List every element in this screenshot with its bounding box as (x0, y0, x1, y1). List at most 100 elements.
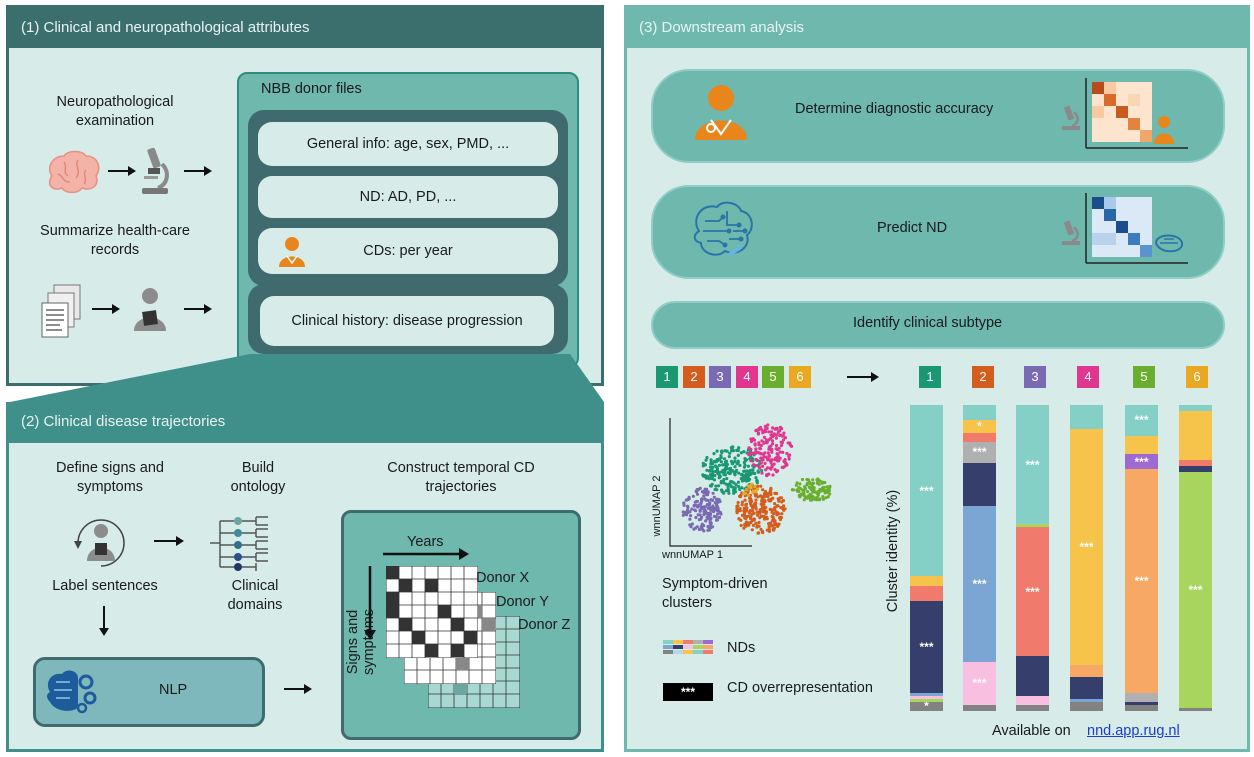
umap-point (740, 503, 744, 507)
umap-point (718, 499, 722, 504)
umap-point (740, 513, 745, 517)
umap-point (685, 513, 689, 517)
bar-segment (963, 441, 996, 464)
umap-point (755, 428, 759, 432)
umap-point (821, 495, 825, 499)
umap-point (798, 495, 802, 499)
donor-files-title: NBB donor files (261, 81, 362, 97)
arrow-icon (284, 684, 312, 694)
umap-point (827, 487, 831, 491)
bar-segment (1070, 665, 1103, 678)
umap-point (776, 524, 780, 528)
umap-point (701, 461, 705, 465)
umap-point (686, 505, 690, 509)
cluster-badge-left-6: 6 (789, 366, 811, 388)
umap-point (754, 463, 758, 468)
umap-point (798, 482, 802, 486)
umap-point (708, 511, 712, 516)
umap-point (800, 477, 805, 482)
umap-point (760, 499, 764, 503)
umap-point (754, 494, 758, 498)
umap-point (749, 514, 753, 518)
umap-point (728, 466, 733, 470)
umap-point (733, 465, 737, 469)
umap-point (748, 477, 752, 481)
umap-point (770, 430, 774, 434)
person-reading-icon (134, 288, 166, 331)
umap-point (777, 446, 781, 450)
umap-point (727, 489, 731, 493)
umap-point (758, 447, 763, 451)
umap-point (717, 515, 722, 519)
umap-point (764, 468, 768, 472)
umap-point (744, 517, 748, 521)
umap-point (769, 461, 773, 465)
umap-point (828, 492, 832, 496)
bar-segment (963, 432, 996, 442)
umap-point (771, 496, 775, 500)
umap-point (820, 480, 824, 484)
umap-point (718, 511, 722, 515)
umap-point (705, 468, 709, 472)
umap-point (737, 485, 741, 489)
brain-icon (48, 150, 100, 194)
overrepresentation-label: *** (972, 676, 987, 691)
umap-point (746, 484, 750, 488)
bar-segment (910, 405, 943, 577)
umap-point (759, 514, 763, 518)
bar-segment (1179, 405, 1212, 412)
umap-point (713, 487, 717, 492)
umap-point (715, 467, 720, 471)
umap-point (690, 522, 694, 526)
umap-point (757, 520, 761, 525)
umap-axes (669, 418, 752, 547)
umap-point (797, 489, 801, 493)
umap-point (712, 452, 716, 456)
umap-point (779, 505, 783, 510)
umap-point (721, 480, 725, 484)
bar-cluster-3: *** *** (1016, 405, 1049, 711)
umap-point (773, 506, 777, 510)
umap-y-label: wnnUMAP 2 (651, 475, 663, 537)
arrow-down-icon (99, 606, 109, 636)
umap-point (695, 525, 699, 529)
umap-point (778, 450, 782, 454)
umap-point (700, 499, 704, 503)
bar-segment (1125, 405, 1158, 436)
bar-segment (910, 576, 943, 586)
umap-point (809, 488, 814, 492)
cds-box: CDs: per year (258, 228, 558, 274)
overrepresentation-label: *** (1025, 457, 1040, 472)
umap-point (774, 443, 779, 448)
umap-point (717, 476, 721, 480)
umap-point (722, 491, 726, 495)
umap-point (731, 461, 735, 465)
umap-point (753, 443, 757, 447)
umap-point (736, 504, 740, 508)
label-sentences-label: Label sentences (52, 578, 158, 594)
umap-point (688, 510, 692, 514)
umap-point (724, 489, 728, 493)
umap-point (764, 427, 768, 431)
umap-point (770, 447, 774, 452)
umap-point (726, 486, 730, 490)
umap-point (772, 462, 776, 466)
umap-point (815, 481, 819, 485)
umap-scatter (669, 418, 832, 547)
bar-segment (910, 600, 943, 693)
stacked-bar-chart: * *** *** *** *** *** * *** *** *** *** *** *** *** (900, 405, 1230, 712)
umap-point (775, 491, 779, 496)
overrepresentation-label: *** (1134, 413, 1149, 428)
donor-x-label: Donor X (476, 570, 530, 586)
umap-point (781, 438, 786, 442)
bar-segment (1179, 460, 1212, 467)
umap-point (743, 498, 747, 502)
bar-segment (1125, 701, 1158, 705)
nnd-app-link[interactable]: nnd.app.rug.nl (1087, 723, 1180, 739)
umap-point (778, 433, 782, 438)
overrepresentation-label: *** (1134, 454, 1149, 469)
clinical-subtype-pill (651, 301, 1225, 349)
umap-point (702, 494, 706, 498)
umap-point (743, 463, 747, 467)
umap-point (744, 472, 748, 476)
